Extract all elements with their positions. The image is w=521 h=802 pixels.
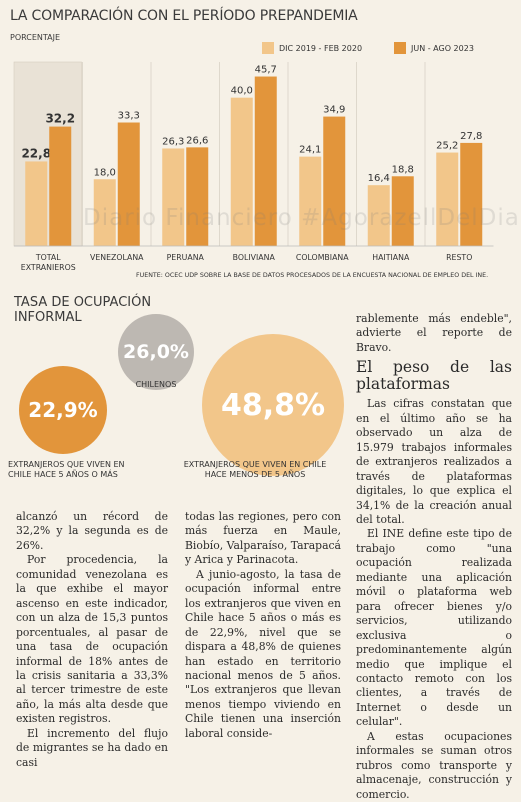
data-label: 24,1: [299, 145, 321, 156]
data-label: 34,9: [323, 105, 345, 116]
paragraph: rablemente más endeble", advierte el rep…: [356, 312, 512, 354]
bubble-label-chilenos: CHILENOS: [135, 380, 177, 389]
data-label: 25,2: [436, 141, 458, 152]
paragraph: alcanzó un récord de 32,2% y la segunda …: [16, 510, 168, 552]
bar: [323, 116, 346, 246]
subheading: El peso de las plataformas: [356, 358, 512, 394]
data-label: 40,0: [231, 86, 253, 97]
bar: [186, 147, 209, 246]
category-label: VENEZOLANA: [90, 253, 144, 262]
paragraph: Las cifras constatan que en el último añ…: [356, 397, 512, 526]
bar: [460, 142, 483, 246]
bar: [230, 97, 253, 246]
data-label: 33,3: [118, 111, 140, 122]
bubble-label-extranjeros-5-mas: EXTRANJEROS QUE VIVEN EN CHILE HACE 5 AÑ…: [8, 460, 125, 479]
bubble-value: 22,9%: [28, 398, 98, 422]
legend-label-series-1: DIC 2019 - FEB 2020: [279, 43, 363, 53]
article-column-1: alcanzó un récord de 32,2% y la segunda …: [16, 510, 168, 770]
paragraph: todas las regiones, pero con más fuerza …: [185, 510, 341, 567]
bar: [391, 176, 414, 246]
bar: [162, 148, 185, 246]
bubble-extranjeros-menos-5: 48,8%: [202, 334, 344, 476]
data-label: 16,4: [368, 173, 390, 184]
paragraph: A junio-agosto, la tasa de ocupación inf…: [185, 567, 341, 740]
data-label: 22,8: [21, 146, 51, 160]
bar: [49, 126, 72, 246]
category-label: BOLIVIANA: [233, 253, 276, 262]
bubble-chilenos: 26,0%: [118, 314, 194, 390]
chart-title: LA COMPARACIÓN CON EL PERÍODO PREPANDEMI…: [10, 8, 358, 24]
bubble-extranjeros-5-mas: 22,9%: [19, 366, 107, 454]
chart-source: FUENTE: OCEC UDP SOBRE LA BASE DE DATOS …: [136, 272, 489, 279]
legend-item-series-1: DIC 2019 - FEB 2020: [262, 42, 362, 54]
data-label: 26,6: [186, 135, 208, 146]
category-label: PERUANA: [167, 253, 205, 262]
data-label: 45,7: [255, 65, 277, 76]
paragraph: El INE define este tipo de trabajo como …: [356, 527, 512, 729]
data-label: 26,3: [162, 136, 184, 147]
paragraph: El incremento del flujo de migrantes se …: [16, 726, 168, 769]
paragraph: Por procedencia, la comunidad venezolana…: [16, 553, 168, 726]
bar: [254, 76, 277, 246]
category-label: TOTAL EXTRANJEROS: [21, 253, 76, 270]
bar: [25, 161, 48, 246]
bar: [436, 152, 459, 246]
legend-swatch-series-2: [394, 42, 406, 54]
category-label: COLOMBIANA: [296, 253, 349, 262]
paragraph: A estas ocupaciones informales se suman …: [356, 729, 512, 801]
bubble-label-extranjeros-menos-5: EXTRANJEROS QUE VIVEN EN CHILE HACE MENO…: [183, 460, 327, 479]
chart-unit-label: PORCENTAJE: [10, 33, 61, 42]
bubble-value: 48,8%: [220, 387, 326, 423]
legend-label-series-2: JUN - AGO 2023: [411, 43, 474, 53]
data-label: 18,0: [94, 167, 116, 178]
bar-chart: 22,8 32,2 TOTAL EXTRANJEROS 18,0 33,3 VENEZOLA…: [13, 61, 494, 270]
legend-swatch-series-1: [262, 42, 274, 54]
bar: [117, 122, 140, 246]
watermark: Diario Financiero #AgorazellDelDiariol.c…: [83, 205, 521, 231]
data-label: 18,8: [392, 164, 414, 175]
data-label: 27,8: [460, 131, 482, 142]
category-label: HAITIANA: [372, 253, 410, 262]
data-label: 32,2: [45, 112, 75, 126]
bar: [299, 156, 322, 246]
bar: [367, 185, 390, 246]
article-right-column: rablemente más endeble", advierte el rep…: [356, 312, 512, 802]
category-label: RESTO: [446, 253, 472, 262]
section-title: TASA DE OCUPACIÓN INFORMAL: [14, 295, 152, 325]
legend-item-series-2: JUN - AGO 2023: [394, 42, 474, 54]
article-column-2: todas las regiones, pero con más fuerza …: [185, 510, 341, 741]
bubble-value: 26,0%: [123, 341, 189, 363]
bar: [93, 179, 116, 246]
